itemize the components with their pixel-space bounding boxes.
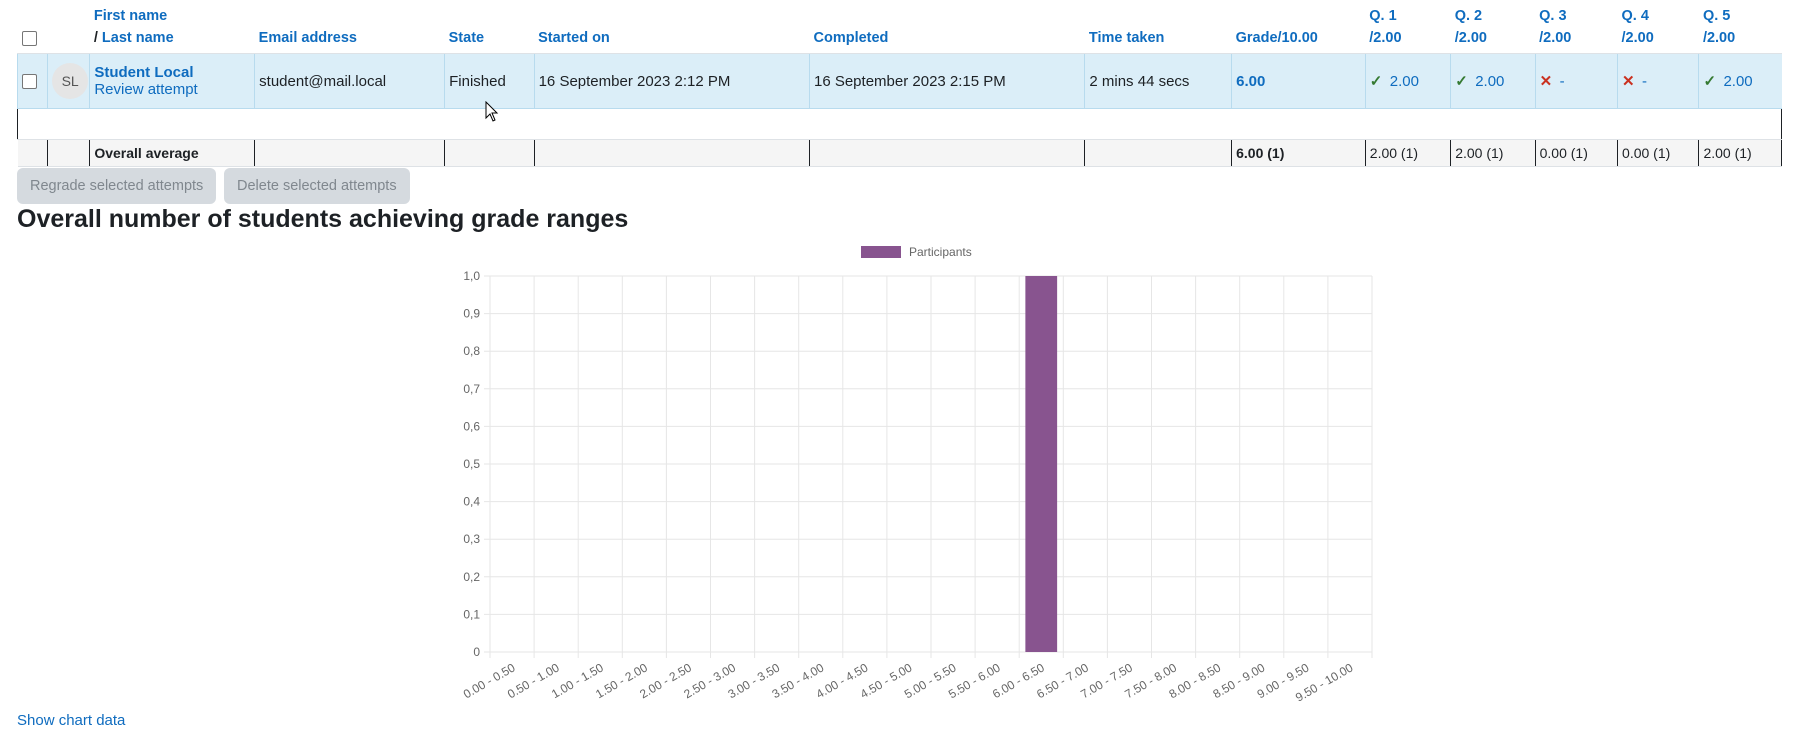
q5-header[interactable]: Q. 5/2.00 bbox=[1698, 0, 1782, 54]
picture-header bbox=[47, 0, 90, 54]
y-tick-label: 0 bbox=[473, 645, 480, 659]
q5-cell[interactable]: ✓ 2.00 bbox=[1698, 53, 1782, 109]
student-name-link[interactable]: Student Local bbox=[94, 64, 194, 81]
legend-label: Participants bbox=[909, 245, 972, 259]
q3-average: 0.00 (1) bbox=[1534, 139, 1618, 167]
legend-swatch bbox=[861, 246, 901, 258]
attempts-table: First name / Last name Email address Sta… bbox=[16, 0, 1782, 167]
q2-mark[interactable]: 2.00 bbox=[1475, 73, 1505, 90]
header-row: First name / Last name Email address Sta… bbox=[17, 0, 1782, 54]
last-name-sort-link[interactable]: Last name bbox=[101, 30, 174, 46]
y-tick-label: 1,0 bbox=[463, 269, 480, 283]
average-label: Overall average bbox=[89, 139, 255, 167]
q5-max[interactable]: /2.00 bbox=[1702, 30, 1736, 46]
spacer-row bbox=[16, 108, 1782, 140]
y-tick-label: 0,5 bbox=[463, 457, 480, 471]
review-attempt-link[interactable]: Review attempt bbox=[94, 81, 198, 98]
mouse-cursor-icon bbox=[485, 101, 499, 122]
first-name-sort-link[interactable]: First name bbox=[93, 8, 168, 24]
q5-average: 2.00 (1) bbox=[1698, 139, 1782, 167]
q4-header[interactable]: Q. 4/2.00 bbox=[1617, 0, 1699, 54]
state-sort-link[interactable]: State bbox=[448, 30, 485, 46]
avatar[interactable]: SL bbox=[52, 63, 89, 99]
check-icon: ✓ bbox=[1703, 73, 1717, 90]
y-tick-label: 0,9 bbox=[463, 307, 480, 321]
q1-max[interactable]: /2.00 bbox=[1369, 30, 1402, 46]
y-tick-label: 0,8 bbox=[463, 344, 480, 358]
state-cell: Finished bbox=[444, 53, 535, 109]
q4-mark[interactable]: - bbox=[1642, 73, 1648, 90]
y-tick-label: 0,3 bbox=[463, 532, 480, 546]
grade-ranges-chart: 00,10,20,30,40,50,60,70,80,91,00.00 - 0.… bbox=[461, 245, 1373, 705]
check-icon: ✓ bbox=[1455, 73, 1468, 90]
y-tick-label: 0,1 bbox=[463, 607, 480, 621]
show-chart-data-link[interactable]: Show chart data bbox=[17, 712, 126, 729]
q5-mark[interactable]: 2.00 bbox=[1723, 73, 1753, 90]
bar-6-00-6-50 bbox=[1025, 276, 1058, 652]
completed-cell: 16 September 2023 2:15 PM bbox=[808, 53, 1085, 109]
q2-label[interactable]: Q. 2 bbox=[1454, 8, 1483, 24]
q1-header[interactable]: Q. 1/2.00 bbox=[1365, 0, 1451, 54]
q4-max[interactable]: /2.00 bbox=[1621, 30, 1654, 46]
page-title: Overall number of students achieving gra… bbox=[17, 205, 629, 233]
q3-header[interactable]: Q. 3/2.00 bbox=[1535, 0, 1618, 54]
q2-max[interactable]: /2.00 bbox=[1454, 30, 1487, 46]
regrade-selected-button[interactable]: Regrade selected attempts bbox=[17, 168, 217, 204]
y-tick-label: 0,4 bbox=[463, 495, 480, 509]
q3-mark[interactable]: - bbox=[1559, 73, 1565, 90]
grade-sort-link[interactable]: Grade/10.00 bbox=[1235, 30, 1318, 46]
q3-cell[interactable]: ✕ - bbox=[1534, 53, 1618, 109]
started-cell: 16 September 2023 2:12 PM bbox=[533, 53, 810, 109]
y-tick-label: 0,7 bbox=[463, 382, 480, 396]
cross-icon: ✕ bbox=[1539, 73, 1553, 90]
average-grade: 6.00 (1) bbox=[1231, 139, 1366, 167]
y-tick-label: 0,6 bbox=[463, 419, 480, 433]
select-all-cell bbox=[17, 0, 48, 54]
q3-max[interactable]: /2.00 bbox=[1539, 30, 1572, 46]
q3-label[interactable]: Q. 3 bbox=[1539, 8, 1567, 24]
q4-cell[interactable]: ✕ - bbox=[1617, 53, 1699, 109]
average-row: Overall average 6.00 (1) 2.00 (1) 2.00 (… bbox=[17, 139, 1782, 167]
q2-average: 2.00 (1) bbox=[1450, 139, 1536, 167]
started-sort-link[interactable]: Started on bbox=[538, 30, 610, 46]
attempt-checkbox[interactable] bbox=[22, 74, 37, 90]
completed-sort-link[interactable]: Completed bbox=[813, 30, 889, 46]
grade-link[interactable]: 6.00 bbox=[1236, 72, 1266, 90]
q4-average: 0.00 (1) bbox=[1617, 139, 1699, 167]
name-header: First name / Last name bbox=[89, 0, 255, 54]
cross-icon: ✕ bbox=[1622, 73, 1635, 90]
time-taken-sort-link[interactable]: Time taken bbox=[1088, 30, 1165, 46]
q1-label[interactable]: Q. 1 bbox=[1369, 8, 1397, 24]
check-icon: ✓ bbox=[1369, 73, 1383, 90]
q5-label[interactable]: Q. 5 bbox=[1702, 8, 1731, 24]
q2-cell[interactable]: ✓ 2.00 bbox=[1450, 53, 1536, 109]
q1-cell[interactable]: ✓ 2.00 bbox=[1364, 53, 1451, 109]
table-row[interactable]: SL Student Local Review attempt student@… bbox=[16, 53, 1782, 109]
select-all-checkbox[interactable] bbox=[21, 30, 37, 46]
email-cell: student@mail.local bbox=[254, 53, 445, 109]
time-taken-cell: 2 mins 44 secs bbox=[1084, 53, 1232, 109]
q4-label[interactable]: Q. 4 bbox=[1621, 8, 1649, 24]
q2-header[interactable]: Q. 2/2.00 bbox=[1450, 0, 1536, 54]
q1-mark[interactable]: 2.00 bbox=[1389, 73, 1419, 90]
y-tick-label: 0,2 bbox=[463, 570, 480, 584]
email-sort-link[interactable]: Email address bbox=[258, 30, 357, 46]
name-separator: / bbox=[93, 30, 102, 46]
delete-selected-button[interactable]: Delete selected attempts bbox=[224, 168, 410, 204]
q1-average: 2.00 (1) bbox=[1364, 139, 1451, 167]
